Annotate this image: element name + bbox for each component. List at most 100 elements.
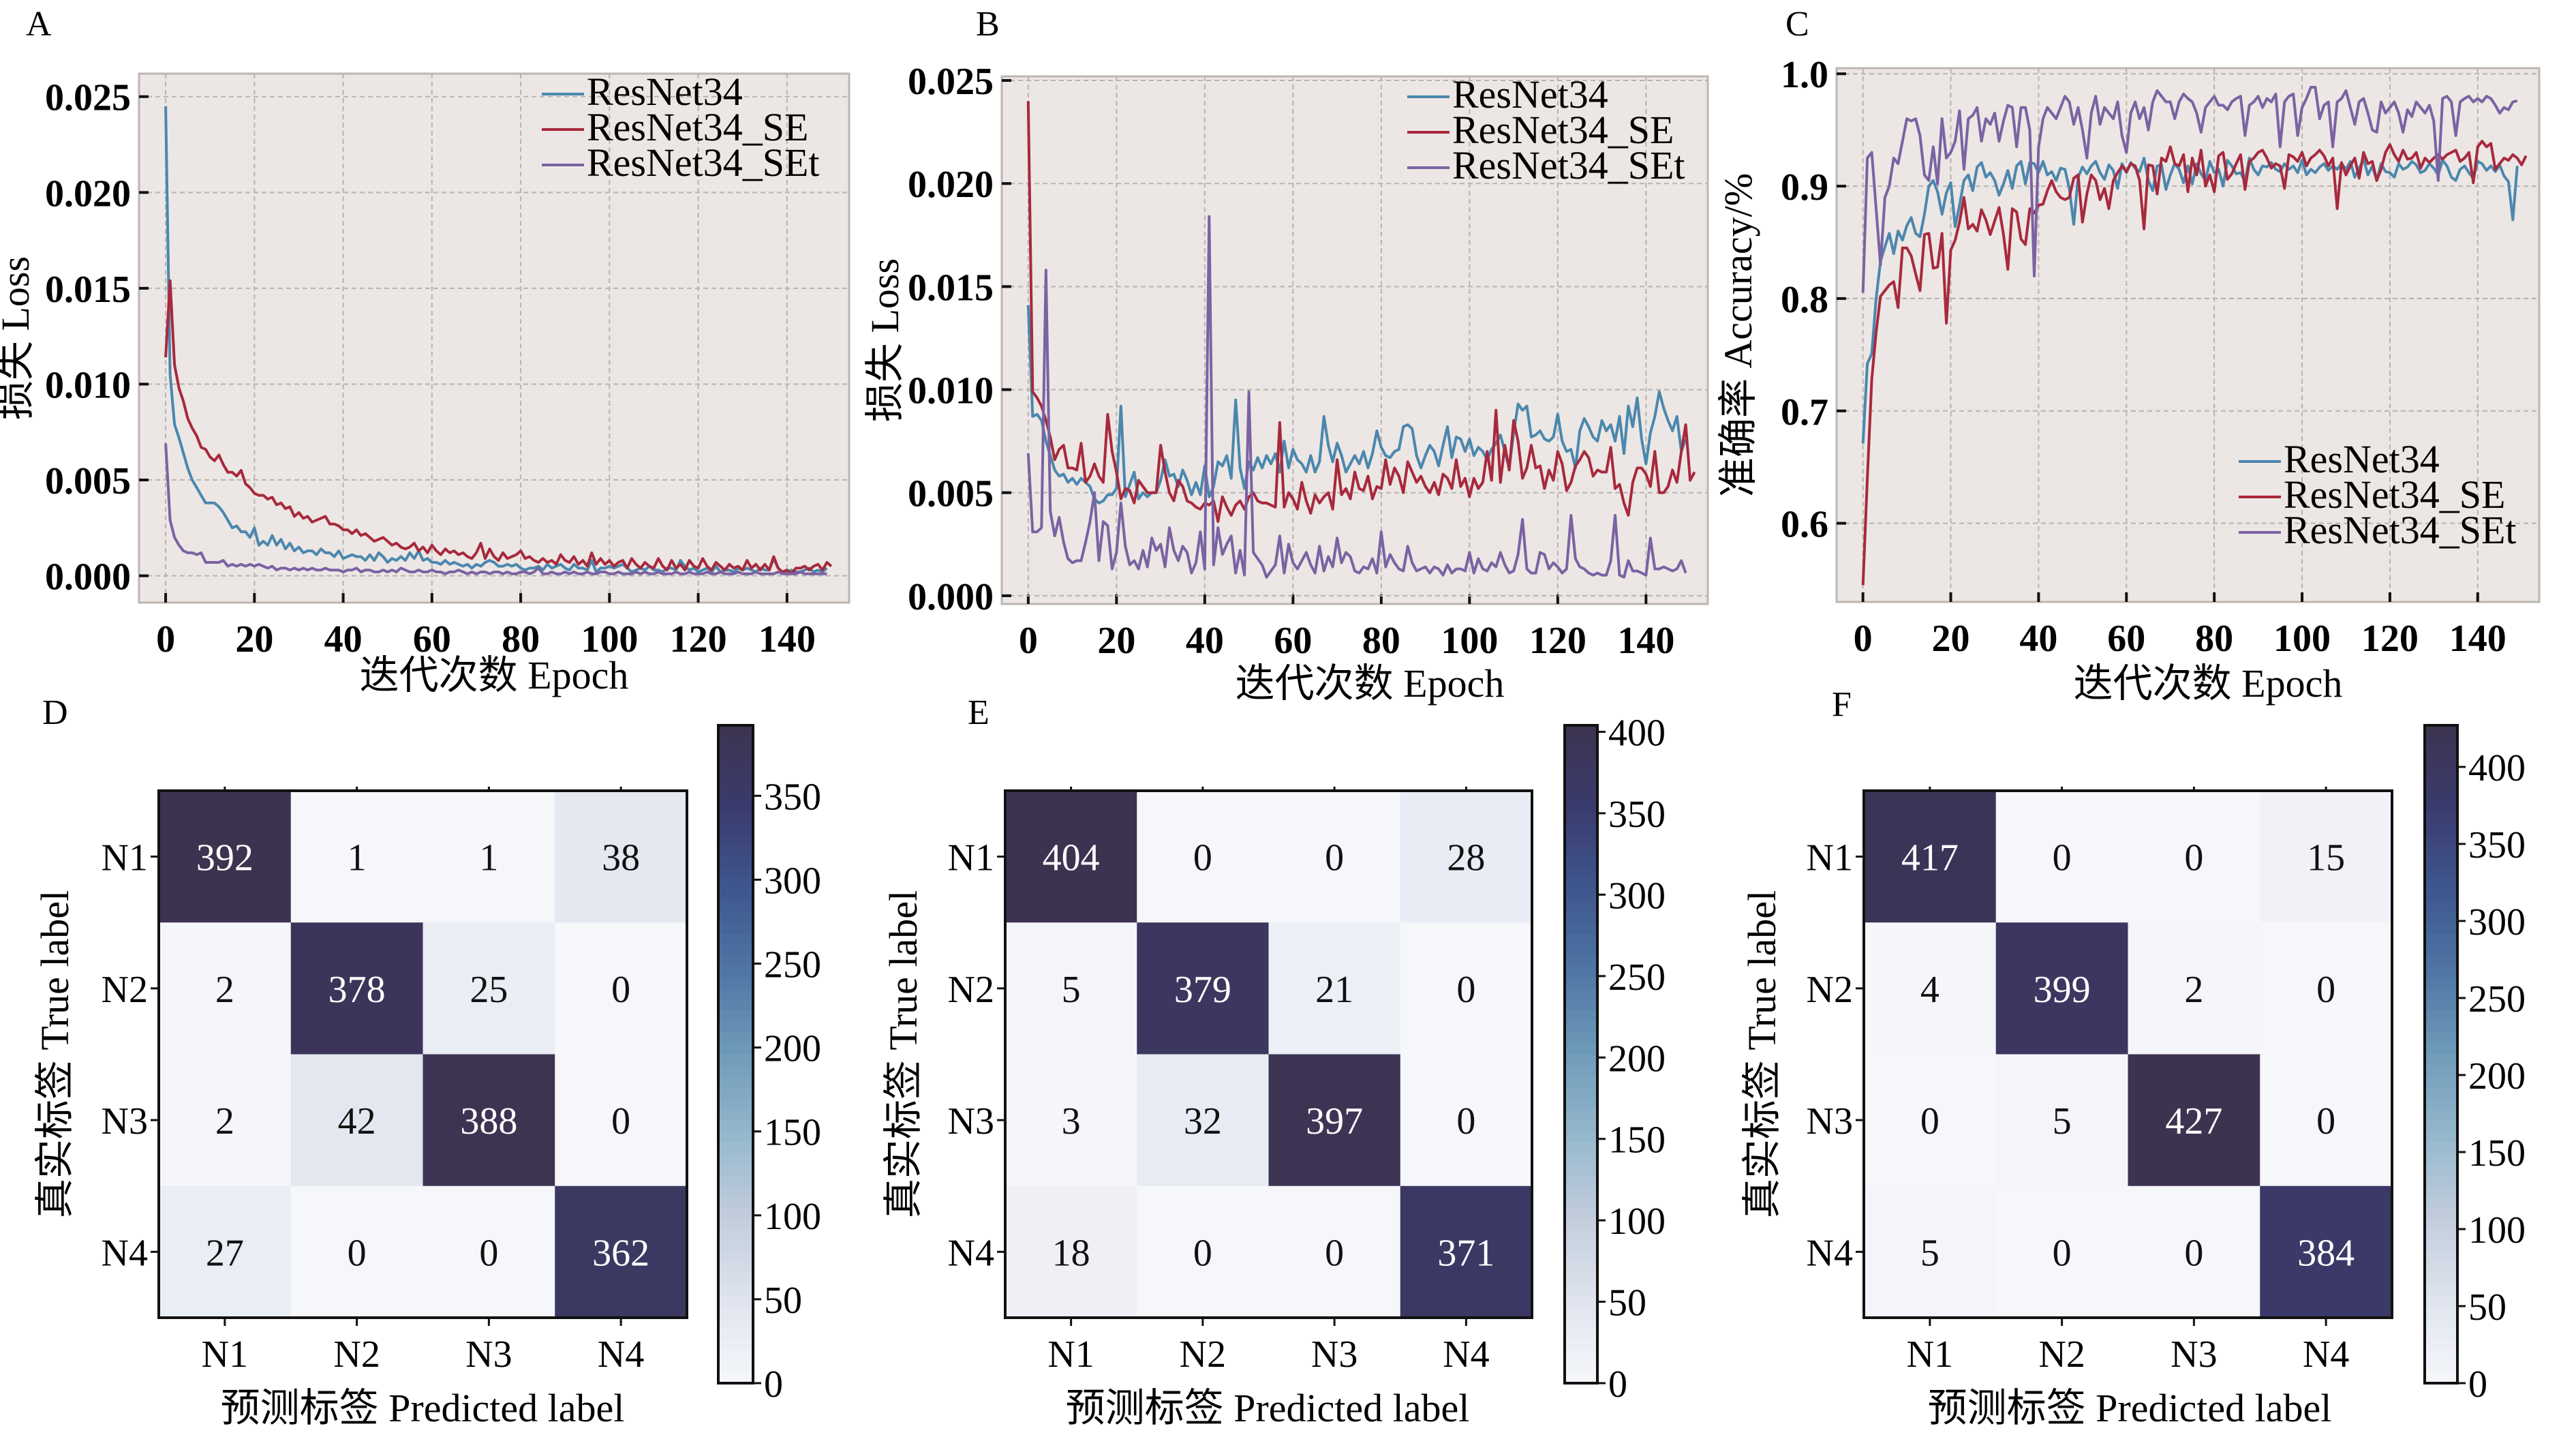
y-tick-label: 0.010 — [908, 370, 994, 412]
y-tick-label: N4 — [102, 1232, 148, 1274]
colorbar-tick-label: 50 — [764, 1280, 802, 1322]
x-tick-label: N2 — [1180, 1333, 1226, 1376]
legend-label: ResNet34_SE — [2284, 472, 2505, 517]
x-tick-label: N1 — [202, 1333, 248, 1376]
colorbar-segment — [718, 966, 753, 978]
heatmap-cell — [555, 1185, 688, 1318]
y-tick-label: 0.010 — [45, 364, 131, 406]
heatmap-cell — [1005, 1054, 1137, 1187]
colorbar-segment — [1565, 1372, 1597, 1384]
heatmap-cell — [290, 1185, 423, 1318]
colorbar-segment — [1565, 1317, 1597, 1329]
colorbar-segment — [2425, 823, 2457, 836]
colorbar-segment — [1565, 901, 1597, 913]
series-line-resnet34-set — [164, 443, 827, 575]
y-tick-label: N2 — [1807, 969, 1853, 1011]
y-tick-label: 0.000 — [908, 576, 994, 618]
colorbar-tick-label: 150 — [2468, 1132, 2526, 1175]
colorbar-segment — [718, 1328, 753, 1340]
colorbar-segment — [1565, 1196, 1597, 1209]
matrix-frame — [1004, 789, 1533, 1319]
colorbar-segment — [1565, 813, 1597, 825]
y-axis-label: 损失 Loss — [863, 258, 907, 422]
cell-value: 378 — [328, 969, 386, 1011]
colorbar-tick-label: 300 — [2468, 901, 2526, 943]
legend-label: ResNet34_SEt — [2284, 508, 2517, 552]
cell-value: 0 — [1456, 969, 1475, 1011]
colorbar-segment — [718, 999, 753, 1011]
series-line-resnet34-se — [1861, 140, 2528, 586]
colorbar-segment — [718, 1240, 753, 1252]
x-axis-label: 迭代次数 Epoch — [2074, 661, 2343, 706]
colorbar-tick-label: 150 — [1608, 1119, 1666, 1162]
y-tick-label: 0.020 — [45, 172, 131, 215]
colorbar-segment — [718, 1108, 753, 1121]
colorbar-segment — [2425, 1306, 2457, 1318]
colorbar-segment — [1565, 1306, 1597, 1318]
colorbar-segment — [1565, 1087, 1597, 1099]
cell-value: 362 — [592, 1232, 649, 1274]
colorbar-tick-label: 150 — [764, 1112, 821, 1154]
cell-value: 0 — [2053, 837, 2072, 879]
legend-label: ResNet34_SE — [587, 105, 808, 149]
colorbar-tick-label: 350 — [764, 776, 821, 818]
heatmap-cell — [2128, 791, 2260, 923]
colorbar-segment — [1565, 1328, 1597, 1340]
colorbar-frame — [2423, 724, 2459, 1385]
cell-value: 32 — [1184, 1100, 1222, 1143]
x-tick-label: 120 — [2361, 618, 2419, 660]
colorbar-segment — [2425, 1207, 2457, 1220]
heatmap-cell — [423, 791, 555, 923]
colorbar-tick-label: 100 — [764, 1196, 821, 1238]
heatmap-cell — [2260, 1054, 2393, 1187]
colorbar-segment — [1565, 1229, 1597, 1241]
colorbar-segment — [718, 813, 753, 825]
colorbar-segment — [1565, 1339, 1597, 1351]
y-tick-label: N3 — [948, 1100, 994, 1143]
colorbar-segment — [2425, 988, 2457, 1000]
colorbar-segment — [718, 1120, 753, 1132]
series-line-resnet34-se — [164, 279, 833, 575]
colorbar-segment — [1565, 736, 1597, 748]
cell-value: 417 — [1901, 837, 1959, 879]
colorbar-segment — [2425, 1076, 2457, 1088]
colorbar-segment — [718, 725, 753, 737]
x-axis-label: 迭代次数 Epoch — [360, 653, 629, 697]
colorbar-segment — [718, 1065, 753, 1077]
colorbar-segment — [1565, 1010, 1597, 1022]
heatmap-cell — [1137, 791, 1269, 923]
colorbar-segment — [1565, 1273, 1597, 1285]
colorbar-segment — [1565, 1262, 1597, 1274]
heatmap-cell — [1995, 791, 2128, 923]
colorbar-segment — [2425, 1043, 2457, 1055]
panel-A: A 0 20 40 60 80 100 120 140 0.000 0.005 0.010 0.015 0… — [0, 5, 850, 697]
colorbar-tick-label: 50 — [1608, 1282, 1646, 1325]
cell-value: 27 — [206, 1232, 244, 1274]
colorbar-segment — [2425, 901, 2457, 913]
colorbar-segment — [1565, 999, 1597, 1011]
colorbar-segment — [718, 1317, 753, 1329]
x-tick-label: N4 — [598, 1333, 644, 1376]
cell-value: 4 — [1920, 969, 1939, 1011]
colorbar-segment — [2425, 747, 2457, 759]
panel-label: B — [976, 5, 1000, 44]
colorbar-segment — [1565, 1295, 1597, 1307]
legend-label: ResNet34_SEt — [587, 140, 820, 185]
heatmap-cell — [1995, 1185, 2128, 1318]
colorbar-segment — [1565, 1098, 1597, 1110]
cell-value: 5 — [1920, 1232, 1939, 1274]
x-axis-label: 预测标签 Predicted label — [221, 1386, 625, 1430]
colorbar-segment — [718, 1185, 753, 1198]
heatmap-cell — [159, 1185, 292, 1318]
colorbar-segment — [2425, 1229, 2457, 1241]
colorbar-segment — [2425, 736, 2457, 748]
colorbar-segment — [718, 1262, 753, 1274]
heatmap-cell — [1268, 922, 1401, 1055]
colorbar-segment — [718, 1361, 753, 1373]
x-tick-label: 60 — [1274, 620, 1312, 662]
colorbar-segment — [1565, 1131, 1597, 1143]
y-tick-label: N1 — [948, 837, 994, 879]
cell-value: 0 — [2184, 837, 2203, 879]
